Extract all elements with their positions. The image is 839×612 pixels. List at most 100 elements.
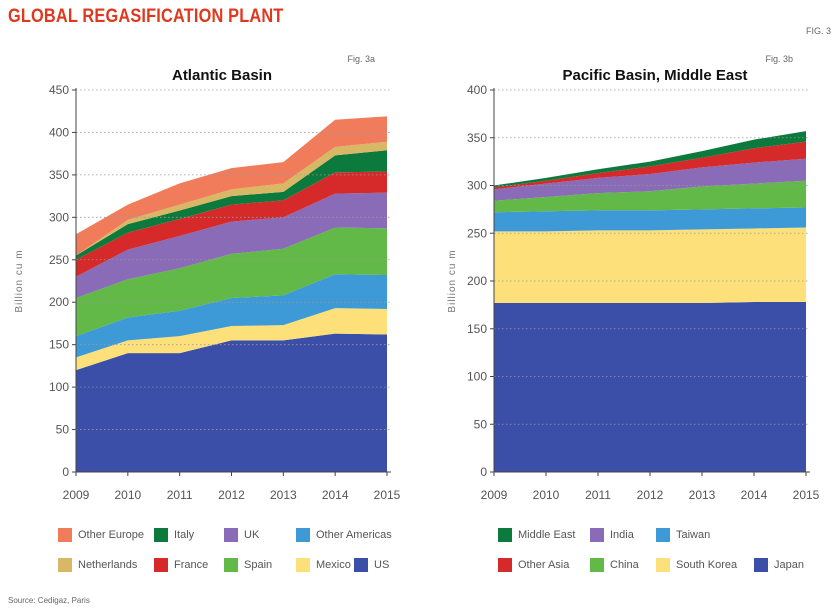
legend-item-south-korea: South Korea: [656, 558, 737, 572]
area-series-other-americas: [76, 274, 387, 358]
legend-label: China: [610, 559, 639, 571]
legend-item-taiwan: Taiwan: [656, 528, 710, 542]
x-tick-label: 2012: [637, 488, 664, 502]
y-tick-label: 250: [49, 253, 69, 267]
legend-label: Japan: [774, 559, 804, 571]
y-axis-label: Billion cu m: [14, 249, 25, 312]
legend-item-india: India: [590, 528, 634, 542]
figure-label: FIG. 3: [805, 26, 831, 36]
y-tick-label: 350: [467, 131, 487, 145]
y-tick-label: 200: [49, 295, 69, 309]
y-tick-label: 100: [49, 380, 69, 394]
legend-item-italy: Italy: [154, 528, 194, 542]
legend-item-us: US: [354, 558, 389, 572]
legend-label: Italy: [174, 529, 195, 541]
x-tick-label: 2012: [218, 488, 245, 502]
legend-swatch: [754, 558, 768, 572]
y-tick-label: 200: [467, 274, 487, 288]
x-tick-label: 2013: [689, 488, 716, 502]
legend-label: Other Americas: [316, 529, 392, 541]
chart-title: Atlantic Basin: [172, 67, 272, 84]
legend-item-other-europe: Other Europe: [58, 528, 144, 542]
area-series-other-asia: [494, 141, 806, 190]
legend-item-japan: Japan: [754, 558, 804, 572]
y-tick-label: 100: [467, 370, 487, 384]
legend-label: Mexico: [316, 559, 351, 571]
x-tick-label: 2013: [270, 488, 297, 502]
x-tick-label: 2015: [793, 488, 820, 502]
y-tick-label: 0: [480, 465, 487, 479]
x-tick-label: 2014: [322, 488, 349, 502]
y-tick-label: 400: [467, 83, 487, 97]
page-title: GLOBAL REGASIFICATION PLANT: [8, 6, 284, 27]
x-tick-label: 2010: [114, 488, 141, 502]
y-tick-label: 250: [467, 226, 487, 240]
source-note: Source: Cedigaz, Paris: [8, 596, 90, 605]
legend-swatch: [590, 528, 604, 542]
area-series-netherlands: [76, 141, 387, 256]
area-series-japan: [494, 302, 806, 472]
legend-label: Taiwan: [676, 529, 711, 541]
legend-item-other-asia: Other Asia: [498, 558, 569, 572]
y-tick-label: 50: [474, 417, 488, 431]
legend-swatch: [498, 558, 512, 572]
area-series-france: [76, 171, 387, 277]
y-tick-label: 350: [49, 168, 69, 182]
legend-item-spain: Spain: [224, 558, 272, 572]
area-series-south-korea: [494, 227, 806, 303]
legend-item-mexico: Mexico: [296, 558, 351, 572]
y-tick-label: 150: [467, 322, 487, 336]
legend-label: US: [374, 559, 390, 571]
legend-label: India: [610, 529, 634, 541]
legend-item-france: France: [154, 558, 208, 572]
legend-swatch: [656, 558, 670, 572]
legend-label: Other Europe: [78, 529, 145, 541]
y-tick-label: 300: [49, 210, 69, 224]
y-tick-label: 300: [467, 179, 487, 193]
chart-fig-label: Fig. 3b: [765, 54, 793, 64]
legend-item-uk: UK: [224, 528, 259, 542]
x-tick-label: 2011: [167, 488, 193, 502]
legend-label: Middle East: [518, 529, 576, 541]
area-series-uk: [76, 192, 387, 298]
y-tick-label: 450: [49, 83, 69, 97]
x-tick-label: 2015: [374, 488, 401, 502]
area-series-us: [76, 333, 387, 472]
legend-swatch: [296, 528, 310, 542]
x-tick-label: 2014: [741, 488, 768, 502]
chart-fig-label: Fig. 3a: [347, 54, 375, 64]
y-tick-label: 50: [56, 423, 70, 437]
area-series-spain: [76, 227, 387, 337]
y-tick-label: 0: [62, 465, 69, 479]
legend-swatch: [296, 558, 310, 572]
legend-swatch: [154, 558, 168, 572]
x-tick-label: 2009: [63, 488, 90, 502]
x-tick-label: 2011: [585, 488, 611, 502]
legend-item-netherlands: Netherlands: [58, 558, 137, 572]
legend-label: Netherlands: [78, 559, 138, 571]
legend-swatch: [154, 528, 168, 542]
legend-swatch: [498, 528, 512, 542]
area-series-italy: [76, 150, 387, 260]
area-series-india: [494, 158, 806, 201]
legend-label: Spain: [244, 559, 273, 571]
legend-label: UK: [244, 529, 260, 541]
legend-item-china: China: [590, 558, 639, 572]
legend-item-other-americas: Other Americas: [296, 528, 392, 542]
chart-title: Pacific Basin, Middle East: [562, 67, 747, 84]
legend-swatch: [590, 558, 604, 572]
area-series-middle-east: [494, 131, 806, 188]
area-series-mexico: [76, 308, 387, 371]
legend-swatch: [224, 558, 238, 572]
x-tick-label: 2010: [533, 488, 560, 502]
area-series-china: [494, 180, 806, 213]
area-series-other-europe: [76, 116, 387, 256]
legend-item-middle-east: Middle East: [498, 528, 575, 542]
y-tick-label: 150: [49, 338, 69, 352]
legend-label: South Korea: [676, 559, 738, 571]
legend-swatch: [354, 558, 368, 572]
legend-label: France: [174, 559, 209, 571]
legend-swatch: [58, 558, 72, 572]
